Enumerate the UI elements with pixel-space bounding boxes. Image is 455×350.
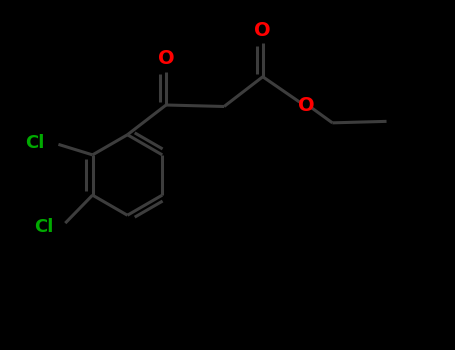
Text: O: O [298, 96, 315, 115]
Text: Cl: Cl [25, 134, 45, 152]
Text: O: O [158, 49, 174, 68]
Text: O: O [254, 21, 271, 40]
Text: Cl: Cl [35, 218, 54, 236]
